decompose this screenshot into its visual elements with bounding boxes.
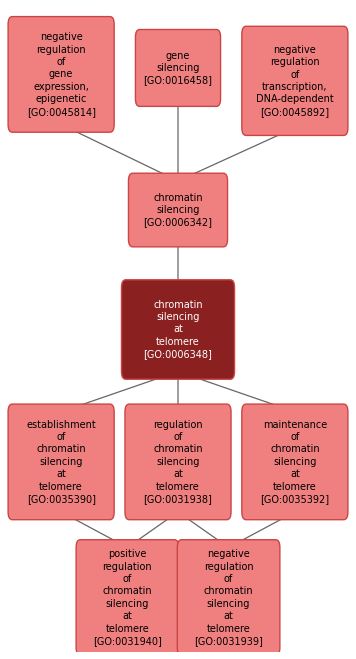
FancyBboxPatch shape bbox=[242, 26, 348, 136]
FancyBboxPatch shape bbox=[8, 16, 114, 132]
Text: negative
regulation
of
chromatin
silencing
at
telomere
[GO:0031939]: negative regulation of chromatin silenci… bbox=[194, 549, 263, 646]
Text: establishment
of
chromatin
silencing
at
telomere
[GO:0035390]: establishment of chromatin silencing at … bbox=[26, 420, 96, 504]
FancyBboxPatch shape bbox=[125, 404, 231, 520]
FancyBboxPatch shape bbox=[135, 30, 221, 106]
FancyBboxPatch shape bbox=[177, 540, 280, 655]
FancyBboxPatch shape bbox=[129, 173, 227, 247]
Text: chromatin
silencing
at
telomere
[GO:0006348]: chromatin silencing at telomere [GO:0006… bbox=[143, 300, 213, 359]
FancyBboxPatch shape bbox=[8, 404, 114, 520]
Text: positive
regulation
of
chromatin
silencing
at
telomere
[GO:0031940]: positive regulation of chromatin silenci… bbox=[93, 549, 162, 646]
Text: regulation
of
chromatin
silencing
at
telomere
[GO:0031938]: regulation of chromatin silencing at tel… bbox=[143, 420, 213, 504]
Text: negative
regulation
of
transcription,
DNA-dependent
[GO:0045892]: negative regulation of transcription, DN… bbox=[256, 45, 334, 117]
Text: chromatin
silencing
[GO:0006342]: chromatin silencing [GO:0006342] bbox=[143, 192, 213, 227]
FancyBboxPatch shape bbox=[121, 280, 235, 379]
Text: negative
regulation
of
gene
expression,
epigenetic
[GO:0045814]: negative regulation of gene expression, … bbox=[27, 32, 96, 117]
FancyBboxPatch shape bbox=[76, 540, 179, 655]
Text: gene
silencing
[GO:0016458]: gene silencing [GO:0016458] bbox=[143, 51, 213, 86]
FancyBboxPatch shape bbox=[242, 404, 348, 520]
Text: maintenance
of
chromatin
silencing
at
telomere
[GO:0035392]: maintenance of chromatin silencing at te… bbox=[260, 420, 329, 504]
